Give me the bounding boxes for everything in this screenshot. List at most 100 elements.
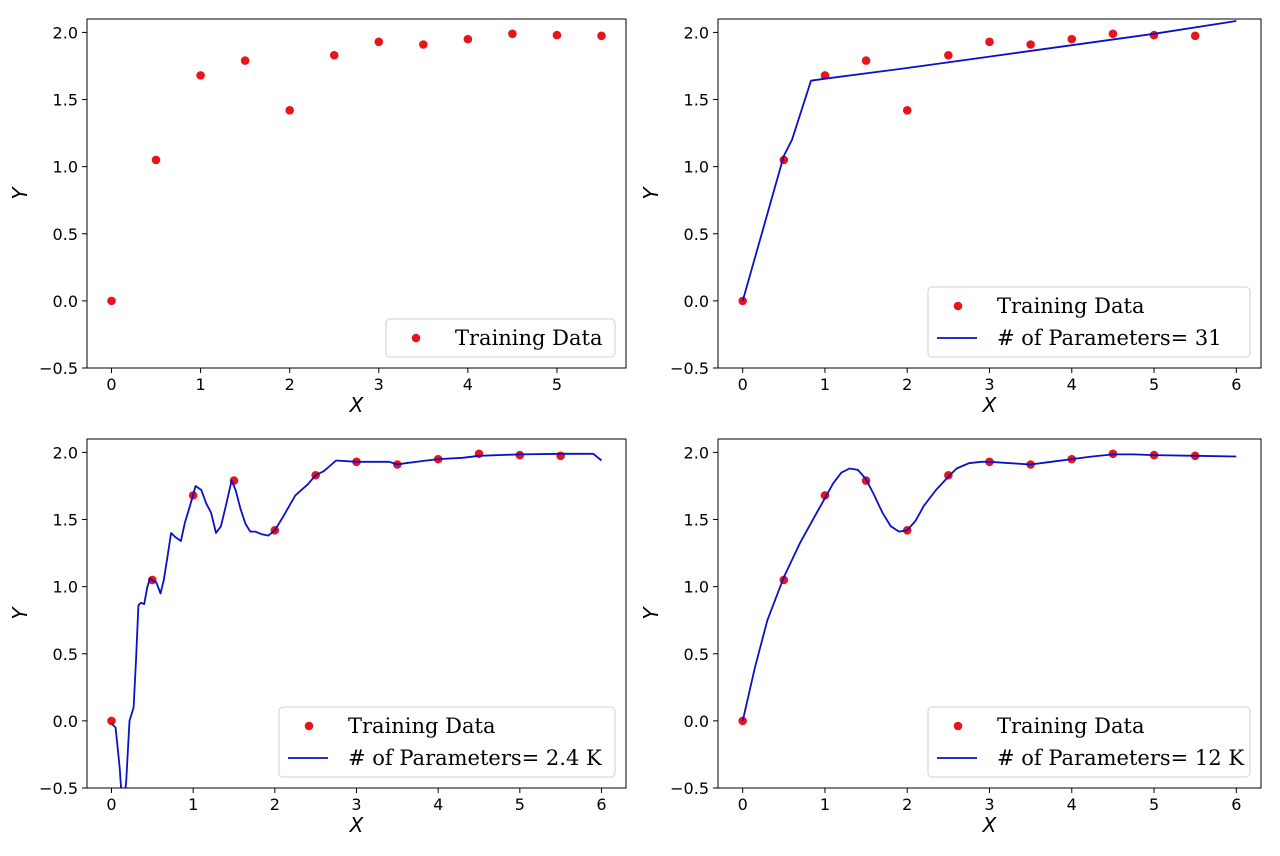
x-tick-label: 1 [195,375,205,394]
y-tick-label: 0.0 [53,712,78,731]
axes-frame [717,18,1262,369]
legend-label: Training Data [997,294,1144,318]
y-axis-label: Y [639,606,663,620]
y-tick-label: 1.5 [684,511,709,530]
x-tick-label: 6 [1231,375,1241,394]
legend: Training Data # of Parameters= 31 [927,286,1251,358]
data-point [861,56,871,65]
x-tick-label: 2 [270,795,280,814]
data-point [1190,31,1200,41]
data-point [944,470,953,480]
data-point [944,50,953,60]
y-tick-label: 1.0 [684,158,709,177]
data-point [240,56,250,65]
y-tick-label: −0.5 [670,779,709,798]
x-tick-label: 3 [374,375,384,394]
legend: Training Data # of Parameters= 12 K [927,706,1251,778]
x-tick-label: 0 [106,375,116,394]
data-point [107,296,116,306]
data-point [508,29,517,39]
y-tick-label: 0.5 [53,225,78,244]
x-axis-label: X [349,393,365,417]
data-point [285,105,294,115]
y-tick-label: 2.0 [53,23,78,42]
x-tick-label: 0 [738,375,748,394]
y-tick-label: 1.5 [53,511,78,530]
x-tick-label: 6 [596,795,606,814]
y-tick-label: 2.0 [53,443,78,462]
x-tick-label: 4 [433,795,443,814]
x-axis-label: X [982,393,998,417]
y-tick-label: −0.5 [39,779,78,798]
legend-label: # of Parameters= 12 K [997,746,1244,770]
legend-label: # of Parameters= 31 [997,326,1222,350]
x-tick-label: 1 [188,795,198,814]
legend-marker [953,301,963,311]
legend: Training Data # of Parameters= 2.4 K [278,706,616,778]
x-axis-label: X [982,813,998,837]
legend-marker [411,333,421,343]
y-tick-label: 0.0 [684,292,709,311]
data-point [556,451,565,461]
plot-area [738,449,1237,726]
plot-area [107,449,603,788]
fit-line [110,452,603,788]
data-point [1108,29,1118,39]
x-tick-label: 0 [106,795,116,814]
legend-label: # of Parameters= 2.4 K [348,746,602,770]
x-tick-label: 6 [1231,795,1241,814]
data-point [902,105,912,115]
legend-marker [953,721,963,731]
y-axis-label: Y [639,186,663,200]
data-point [374,37,384,47]
x-tick-label: 5 [515,795,525,814]
y-tick-label: 0.5 [684,225,709,244]
y-tick-label: −0.5 [39,359,78,378]
data-point [985,37,994,47]
y-tick-label: 2.0 [684,443,709,462]
legend-box [927,706,1251,778]
y-tick-label: 1.5 [53,91,78,110]
data-point [107,716,116,726]
legend-label: Training Data [455,326,602,350]
y-tick-label: 1.5 [684,91,709,110]
y-tick-label: 0.5 [53,645,78,664]
x-tick-label: 4 [1067,795,1077,814]
legend-box [927,286,1251,358]
y-axis-label: Y [8,186,32,200]
axes-frame [86,18,627,369]
x-tick-label: 3 [984,375,994,394]
plot-area [107,29,606,306]
x-tick-label: 5 [1149,795,1159,814]
data-point [597,31,606,41]
y-tick-label: 0.0 [684,712,709,731]
y-axis-label: Y [8,606,32,620]
x-tick-label: 4 [463,375,473,394]
x-tick-label: 3 [351,795,361,814]
axes-frame [717,438,1262,789]
y-tick-label: 1.0 [53,158,78,177]
legend-box [385,318,616,358]
x-tick-label: 2 [285,375,295,394]
y-tick-label: 0.5 [684,645,709,664]
x-tick-label: 5 [1149,375,1159,394]
data-point [196,71,205,80]
x-tick-label: 2 [902,375,912,394]
legend-marker [304,721,314,731]
fit-line [741,453,1237,722]
data-point [1067,34,1077,44]
legend-label: Training Data [997,714,1144,738]
data-point [151,155,161,165]
x-tick-label: 0 [738,795,748,814]
x-axis-label: X [349,813,365,837]
y-tick-label: 0.0 [53,292,78,311]
x-tick-label: 1 [820,795,830,814]
subplot-1: 0 1 2 3 4 5 −0.5 0.0 0.5 1.0 1.5 2.0 X Y Training Data [8,18,627,417]
subplot-4: 0 1 2 3 4 5 6 −0.5 0.0 0.5 1.0 1.5 2.0 X Y Training Dat… [639,438,1262,837]
legend-box [278,706,616,778]
x-tick-label: 1 [820,375,830,394]
y-tick-label: −0.5 [670,359,709,378]
axes-frame [86,438,627,789]
x-tick-label: 5 [552,375,562,394]
